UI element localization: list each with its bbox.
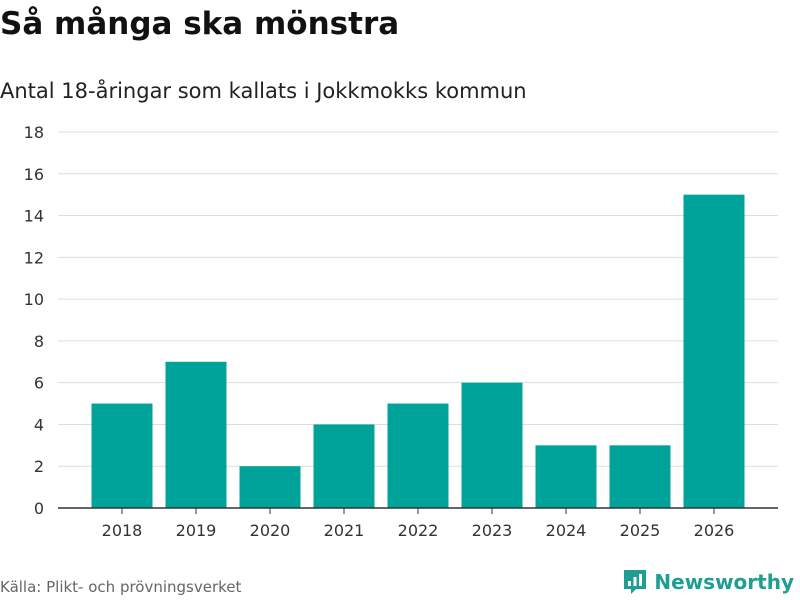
bar[interactable] xyxy=(609,445,671,508)
bar-chart: 0 2 4 6 8 10 12 14 16 18 2018 2019 2020 2021 2022 2023… xyxy=(24,123,778,540)
y-tick-label: 18 xyxy=(24,123,44,142)
brand-logo[interactable]: Newsworthy xyxy=(622,568,794,596)
chart-title: Så många ska mönstra xyxy=(0,6,400,42)
bar[interactable] xyxy=(461,382,523,508)
bar[interactable] xyxy=(387,403,449,508)
x-tick-label: 2026 xyxy=(694,521,735,540)
brand-name: Newsworthy xyxy=(654,570,794,594)
y-tick-label: 12 xyxy=(24,248,44,267)
x-tick-label: 2018 xyxy=(102,521,143,540)
x-tick-label: 2021 xyxy=(324,521,365,540)
x-tick-label: 2019 xyxy=(176,521,217,540)
y-tick-label: 0 xyxy=(34,499,44,518)
bar[interactable] xyxy=(165,361,227,508)
chart-subtitle: Antal 18-åringar som kallats i Jokkmokks… xyxy=(0,79,527,103)
x-axis-ticks: 2018 2019 2020 2021 2022 2023 2024 2025 2026 xyxy=(102,508,735,540)
y-tick-label: 8 xyxy=(34,332,44,351)
x-tick-label: 2022 xyxy=(398,521,439,540)
x-tick-label: 2025 xyxy=(620,521,661,540)
y-tick-label: 6 xyxy=(34,374,44,393)
y-tick-label: 4 xyxy=(34,415,44,434)
gridlines xyxy=(58,131,778,467)
y-tick-label: 16 xyxy=(24,165,44,184)
bar[interactable] xyxy=(683,194,745,508)
bar[interactable] xyxy=(535,445,597,508)
y-tick-label: 10 xyxy=(24,290,44,309)
y-axis-ticks: 0 2 4 6 8 10 12 14 16 18 xyxy=(24,123,44,518)
bar[interactable] xyxy=(91,403,153,508)
x-tick-label: 2023 xyxy=(472,521,513,540)
x-tick-label: 2024 xyxy=(546,521,587,540)
bars xyxy=(91,194,745,508)
y-tick-label: 14 xyxy=(24,207,44,226)
bar[interactable] xyxy=(313,424,375,508)
bar[interactable] xyxy=(239,466,301,508)
x-tick-label: 2020 xyxy=(250,521,291,540)
source-note: Källa: Plikt- och prövningsverket xyxy=(0,578,242,596)
y-tick-label: 2 xyxy=(34,457,44,476)
bar-chart-logo-icon xyxy=(624,570,647,594)
